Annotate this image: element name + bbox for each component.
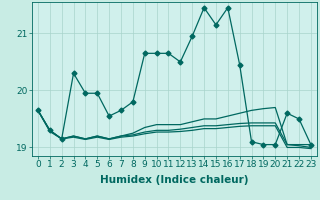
X-axis label: Humidex (Indice chaleur): Humidex (Indice chaleur) <box>100 175 249 185</box>
